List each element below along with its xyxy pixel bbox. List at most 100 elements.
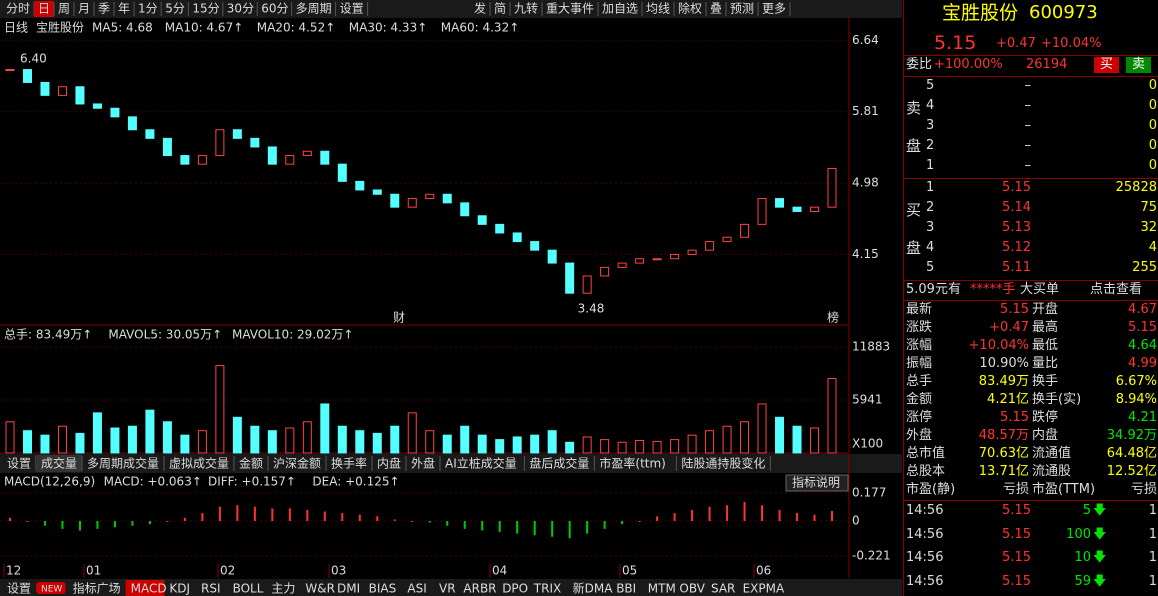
bottom-tab[interactable]: MACD xyxy=(131,582,167,596)
indicator-label: 宝胜股份 xyxy=(36,20,84,35)
toolbar-button[interactable]: 更多 xyxy=(762,2,786,16)
bottom-tab[interactable]: ARBR xyxy=(463,582,496,596)
tab[interactable]: 设置 xyxy=(7,457,31,471)
candle xyxy=(145,129,155,139)
tab[interactable]: AI立桩成交量 xyxy=(445,456,517,471)
month-label: 03 xyxy=(331,564,346,578)
bottom-tab[interactable]: 设置 xyxy=(7,582,31,596)
toolbar-button[interactable]: 均线 xyxy=(646,2,670,16)
volume-bar xyxy=(92,412,102,454)
toolbar-button[interactable]: 设置 xyxy=(340,2,364,16)
bottom-tab[interactable]: SAR xyxy=(711,582,735,596)
bottom-tab[interactable]: KDJ xyxy=(169,582,190,596)
chart-area: 分时日周月季年 1分 5分 15分 30分 60分 多周期 设置 发简九转 重大事件 加自选 均线 除权… xyxy=(0,0,902,596)
bottom-tab[interactable]: VR xyxy=(439,582,456,596)
low-label: 3.48 xyxy=(578,302,605,316)
candle xyxy=(792,206,802,212)
tab[interactable]: 多周期成交量 xyxy=(87,456,159,471)
volume-bar xyxy=(582,436,592,454)
ask-volume: 0 xyxy=(1148,78,1157,93)
bottom-tab[interactable]: TRIX xyxy=(533,582,561,596)
toolbar-button[interactable]: 加自选 xyxy=(602,2,638,16)
bottom-tab[interactable]: 新DMA xyxy=(573,581,614,596)
volume-bar xyxy=(407,412,417,454)
toolbar-button[interactable]: 九转 xyxy=(514,1,538,16)
bottom-tab[interactable]: W&R xyxy=(305,582,335,596)
stat-value: 48.57万 xyxy=(978,428,1029,443)
tab[interactable]: 沪深金额 xyxy=(273,456,321,471)
toolbar-button[interactable]: 除权 xyxy=(678,1,702,16)
marker: 榜 xyxy=(827,310,839,325)
sell-button[interactable]: 卖 xyxy=(1126,57,1152,73)
tab[interactable]: 换手率 xyxy=(331,456,367,471)
bottom-tab[interactable]: 指标广场 xyxy=(73,581,121,596)
level: 3 xyxy=(926,118,935,133)
big-order-link[interactable]: 点击查看 xyxy=(1090,282,1143,297)
stat-value: +10.04% xyxy=(968,338,1029,353)
tab[interactable]: 金额 xyxy=(239,456,263,471)
tab[interactable]: 虚拟成交量 xyxy=(169,456,229,471)
stat-value: 亏损 xyxy=(1002,482,1029,497)
toolbar-button[interactable]: 分时 xyxy=(6,2,30,16)
stat-label: 内盘 xyxy=(1032,428,1059,443)
toolbar-button[interactable]: 5分 xyxy=(165,2,185,16)
side-label: 盘 xyxy=(906,137,922,155)
tab[interactable]: 市盈率(ttm) xyxy=(599,456,665,471)
tab[interactable]: 内盘 xyxy=(377,456,401,471)
bottom-tab[interactable]: NEW xyxy=(41,585,62,595)
bottom-tab[interactable]: 主力 xyxy=(271,582,295,596)
toolbar-button[interactable]: 发 xyxy=(474,1,486,16)
stat-value: 4.64 xyxy=(1128,338,1157,353)
macd-bar xyxy=(463,520,466,529)
ask-price: – xyxy=(1024,138,1032,153)
volume-bar xyxy=(127,425,137,454)
toolbar-button[interactable]: 周 xyxy=(58,2,70,16)
tab[interactable]: 外盘 xyxy=(411,456,435,471)
toolbar-button[interactable]: 30分 xyxy=(227,2,254,16)
toolbar-button[interactable]: 叠 xyxy=(710,2,722,16)
stat-value: 5.15 xyxy=(1128,320,1157,335)
bottom-tab[interactable]: OBV xyxy=(679,582,705,596)
toolbar-button[interactable]: 简 xyxy=(494,2,506,16)
toolbar-button[interactable]: 年 xyxy=(118,2,130,16)
level: 5 xyxy=(926,260,935,275)
bottom-tab[interactable]: BBI xyxy=(616,582,636,596)
toolbar-button[interactable]: 60分 xyxy=(261,2,288,16)
toolbar-button[interactable]: 重大事件 xyxy=(546,2,594,16)
toolbar-button[interactable]: 多周期 xyxy=(296,2,332,16)
toolbar-button[interactable]: 月 xyxy=(78,2,90,16)
candle xyxy=(57,86,67,96)
stat-value: 70.63亿 xyxy=(978,446,1029,461)
row-divider xyxy=(904,76,1158,77)
bottom-tab[interactable]: RSI xyxy=(201,582,221,596)
volume-bar xyxy=(827,378,837,454)
toolbar-button[interactable]: 预测 xyxy=(730,2,754,16)
bottom-tab[interactable]: BIAS xyxy=(369,582,397,596)
bottom-tab[interactable]: EXPMA xyxy=(743,582,785,596)
macd-bar xyxy=(481,520,484,531)
bottom-tab[interactable]: DPO xyxy=(502,582,528,596)
stat-value: 12.52亿 xyxy=(1106,464,1157,479)
macd-bar xyxy=(9,517,11,521)
bid-price: 5.11 xyxy=(1002,260,1031,275)
buy-button[interactable]: 买 xyxy=(1094,57,1120,73)
candle xyxy=(162,137,172,157)
ask-volume: 0 xyxy=(1148,118,1157,133)
bottom-tab[interactable]: MTM xyxy=(648,582,676,596)
macd-bar xyxy=(796,513,799,521)
toolbar-button[interactable]: 1分 xyxy=(138,2,158,16)
bottom-tab[interactable]: BOLL xyxy=(233,582,264,596)
volume-bar xyxy=(600,439,610,454)
tick-price: 5.15 xyxy=(1002,573,1031,589)
toolbar-button[interactable]: 日 xyxy=(38,2,50,16)
tab[interactable]: 成交量 xyxy=(41,456,77,471)
tab[interactable]: 陆股通持股变化 xyxy=(681,456,765,471)
tab[interactable]: 盘后成交量 xyxy=(529,456,589,471)
toolbar-button[interactable]: 15分 xyxy=(192,2,219,16)
bottom-tab[interactable]: DMI xyxy=(337,582,360,596)
macd-bar xyxy=(131,520,134,526)
stat-label: 总手 xyxy=(906,374,933,389)
bottom-tab[interactable]: ASI xyxy=(407,582,426,596)
button[interactable]: 指标说明 xyxy=(792,475,840,490)
toolbar-button[interactable]: 季 xyxy=(98,2,110,16)
